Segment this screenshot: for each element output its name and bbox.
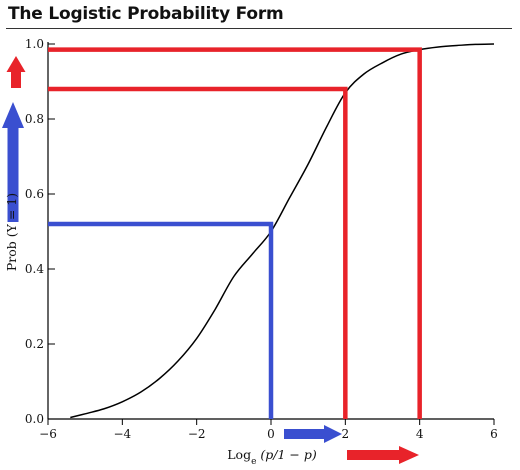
y-tick-label: 0.2 (25, 337, 44, 351)
chart-title: The Logistic Probability Form (8, 4, 284, 24)
y-tick-label: 0.0 (25, 412, 44, 426)
x-tick-label: −6 (39, 427, 57, 441)
title-rule (6, 28, 512, 29)
right-arrow-3 (284, 425, 342, 443)
highlight-line-3 (48, 47, 422, 419)
x-axis-label-subscript: e (251, 457, 256, 467)
tick-labels: −6 −4 −2 0 2 4 6 0.0 0.2 0.4 0.6 0.8 1.0 (25, 37, 498, 441)
y-tick-label: 0.4 (25, 262, 44, 276)
y-axis-label: Prob (Y = 1) (4, 193, 19, 271)
up-arrow-2 (2, 102, 24, 222)
x-tick-label: 6 (490, 427, 498, 441)
x-axis-label-base: Log (227, 447, 251, 462)
highlight-line-1 (48, 221, 274, 419)
y-tick-label: 1.0 (25, 37, 44, 51)
x-axis-label: Loge (p/1 − p) (227, 447, 317, 467)
highlight-lines (48, 47, 422, 419)
x-tick-label: 4 (416, 427, 424, 441)
arrows (2, 56, 419, 464)
up-arrow-1 (6, 56, 26, 88)
logistic-curve (70, 43, 495, 419)
right-arrow-4 (347, 446, 419, 464)
ticks (47, 43, 495, 425)
x-tick-label: 0 (267, 427, 275, 441)
highlight-line-2 (48, 86, 348, 419)
x-tick-label: 2 (342, 427, 350, 441)
x-tick-label: −4 (113, 427, 131, 441)
x-axis-label-expr: (p/1 − p) (260, 447, 316, 462)
y-tick-label: 0.8 (25, 112, 44, 126)
x-tick-label: −2 (188, 427, 206, 441)
y-tick-label: 0.6 (25, 187, 44, 201)
